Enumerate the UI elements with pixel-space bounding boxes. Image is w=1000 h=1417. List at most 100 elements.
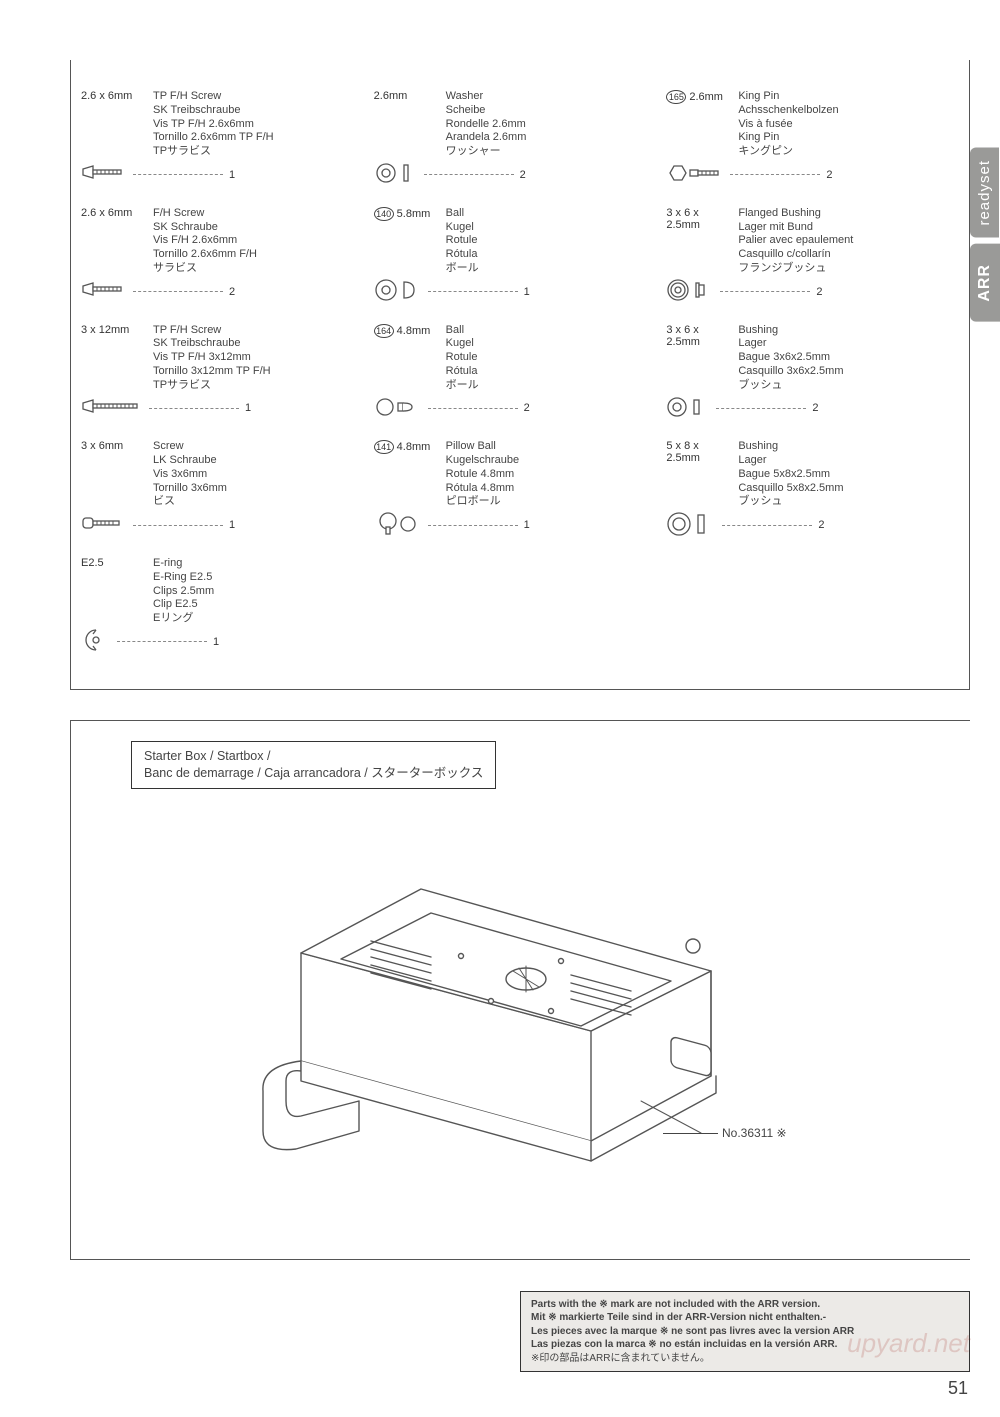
part-size: 5 x 8 x 2.5mm xyxy=(666,440,728,509)
qty-leader xyxy=(133,525,223,526)
part-item: 2.6 x 6mmTP F/H ScrewSK TreibschraubeVis… xyxy=(81,90,364,189)
screw_fh_short-icon xyxy=(81,281,127,302)
qty-leader xyxy=(133,174,223,175)
qty-leader xyxy=(720,291,810,292)
note-line-1: Mit ※ markierte Teile sind in der ARR-Ve… xyxy=(531,1312,826,1323)
part-figure: 1 xyxy=(81,161,364,189)
part-item: 3 x 6mmScrewLK SchraubeVis 3x6mmTornillo… xyxy=(81,440,364,539)
callout-text: No.36311 ※ xyxy=(722,1126,787,1140)
note-line-3: Las piezas con la marca ※ no están inclu… xyxy=(531,1339,837,1350)
page: readyset ARR 2.6 x 6mm TP F/H ScrewSK Tre… xyxy=(0,0,1000,1417)
part-names: ScrewLK SchraubeVis 3x6mmTornillo 3x6mmビ… xyxy=(153,440,227,509)
starter-box-callout: No.36311 ※ xyxy=(663,1126,787,1140)
part-size: 3 x 6 x 2.5mm xyxy=(666,207,728,276)
starter-box-panel: Starter Box / Startbox / Banc de demarra… xyxy=(70,720,970,1260)
ering-icon xyxy=(81,627,111,656)
part-names: King PinAchsschenkelbolzenVis à fuséeKin… xyxy=(738,90,838,159)
part-qty: 2 xyxy=(812,402,818,414)
qty-leader xyxy=(428,525,518,526)
part-number-badge: 141 xyxy=(374,440,394,454)
part-figure: 2 xyxy=(666,278,949,306)
part-qty: 2 xyxy=(520,169,526,181)
qty-leader xyxy=(716,408,806,409)
part-names: BallKugelRotuleRótulaボール xyxy=(446,324,479,393)
part-qty: 2 xyxy=(826,169,832,181)
part-names: E-ringE-Ring E2.5Clips 2.5mmClip E2.5Eリン… xyxy=(153,557,214,626)
parts-column: 2.6mmWasherScheibeRondelle 2.6mmArandela… xyxy=(374,90,657,656)
page-number: 51 xyxy=(948,1378,968,1399)
parts-panel: 2.6 x 6mm TP F/H ScrewSK TreibschraubeVis… xyxy=(70,60,970,690)
parts-column: 1652.6mmKing PinAchsschenkelbolzenVis à … xyxy=(666,90,949,656)
part-figure: 1 xyxy=(374,511,657,539)
part-qty: 1 xyxy=(245,402,251,414)
qty-leader xyxy=(117,641,207,642)
part-size: 2.6mm xyxy=(374,90,436,159)
sb-label-line2: Banc de demarrage / Caja arrancadora / ス… xyxy=(144,766,483,780)
pillowball-icon xyxy=(374,511,422,540)
part-qty: 1 xyxy=(524,519,530,531)
part-figure: 2 xyxy=(374,394,657,422)
part-qty: 2 xyxy=(229,286,235,298)
part-size: 1414.8mm xyxy=(374,440,436,509)
part-item: 2.6mmWasherScheibeRondelle 2.6mmArandela… xyxy=(374,90,657,189)
part-qty: 1 xyxy=(229,519,235,531)
side-tabs: readyset ARR xyxy=(970,148,1000,327)
flbushing-icon xyxy=(666,278,714,305)
part-number-badge: 165 xyxy=(666,90,686,104)
part-names: TP F/H ScrewSK TreibschraubeVis TP F/H 3… xyxy=(153,324,271,393)
qty-leader xyxy=(133,291,223,292)
part-qty: 1 xyxy=(213,636,219,648)
part-size: 3 x 12mm xyxy=(81,324,143,393)
part-figure: 2 xyxy=(666,161,949,189)
part-qty: 2 xyxy=(816,286,822,298)
part-names: WasherScheibeRondelle 2.6mmArandela 2.6m… xyxy=(446,90,527,159)
part-figure: 2 xyxy=(666,394,949,422)
part-figure: 1 xyxy=(81,628,364,656)
part-names: F/H ScrewSK SchraubeVis F/H 2.6x6mmTorni… xyxy=(153,207,257,276)
parts-column: 2.6 x 6mm TP F/H ScrewSK TreibschraubeVis… xyxy=(81,90,364,656)
part-figure: 2 xyxy=(666,511,949,539)
part-item: 5 x 8 x 2.5mmBushingLagerBague 5x8x2.5mm… xyxy=(666,440,949,539)
note-line-0: Parts with the ※ mark are not included w… xyxy=(531,1299,820,1310)
part-size: 1652.6mm xyxy=(666,90,728,159)
part-item: 3 x 6 x 2.5mmFlanged BushingLager mit Bu… xyxy=(666,207,949,306)
screw_fh_short-icon xyxy=(81,164,127,185)
part-item: 1652.6mmKing PinAchsschenkelbolzenVis à … xyxy=(666,90,949,189)
starter-box-label: Starter Box / Startbox / Banc de demarra… xyxy=(131,741,496,789)
part-size: 3 x 6mm xyxy=(81,440,143,509)
note-line-2: Les pieces avec la marque ※ ne sont pas … xyxy=(531,1326,854,1337)
part-figure: 1 xyxy=(81,511,364,539)
tab-readyset: readyset xyxy=(970,148,999,238)
part-qty: 1 xyxy=(229,169,235,181)
sb-label-line1: Starter Box / Startbox / xyxy=(144,749,270,763)
part-qty: 2 xyxy=(524,402,530,414)
arr-note: Parts with the ※ mark are not included w… xyxy=(520,1291,970,1373)
part-size: 3 x 6 x 2.5mm xyxy=(666,324,728,393)
part-item: 3 x 6 x 2.5mmBushingLagerBague 3x6x2.5mm… xyxy=(666,324,949,423)
ball58-icon xyxy=(374,278,422,305)
part-figure: 1 xyxy=(81,394,364,422)
washer-icon xyxy=(374,162,418,187)
part-item: 1405.8mm BallKugelRotuleRótulaボール 1 xyxy=(374,207,657,306)
part-item: 2.6 x 6mmF/H ScrewSK SchraubeVis F/H 2.6… xyxy=(81,207,364,306)
part-size: 2.6 x 6mm xyxy=(81,90,143,159)
part-size: 1644.8mm xyxy=(374,324,436,393)
qty-leader xyxy=(428,408,518,409)
part-item: 1414.8mmPillow BallKugelschraubeRotule 4… xyxy=(374,440,657,539)
bushing-icon xyxy=(666,396,710,421)
part-qty: 2 xyxy=(818,519,824,531)
part-number-badge: 164 xyxy=(374,324,394,338)
tab-arr: ARR xyxy=(970,244,1000,322)
qty-leader xyxy=(424,174,514,175)
kingpin-icon xyxy=(666,162,724,187)
part-qty: 1 xyxy=(524,286,530,298)
part-item: 1644.8mm BallKugelRotuleRótulaボール 2 xyxy=(374,324,657,423)
part-names: Flanged BushingLager mit BundPalier avec… xyxy=(738,207,853,276)
part-figure: 1 xyxy=(374,278,657,306)
qty-leader xyxy=(730,174,820,175)
part-item: 3 x 12mmTP F/H ScrewSK TreibschraubeVis … xyxy=(81,324,364,423)
qty-leader xyxy=(722,525,812,526)
part-size: 1405.8mm xyxy=(374,207,436,276)
part-names: BallKugelRotuleRótulaボール xyxy=(446,207,479,276)
qty-leader xyxy=(149,408,239,409)
